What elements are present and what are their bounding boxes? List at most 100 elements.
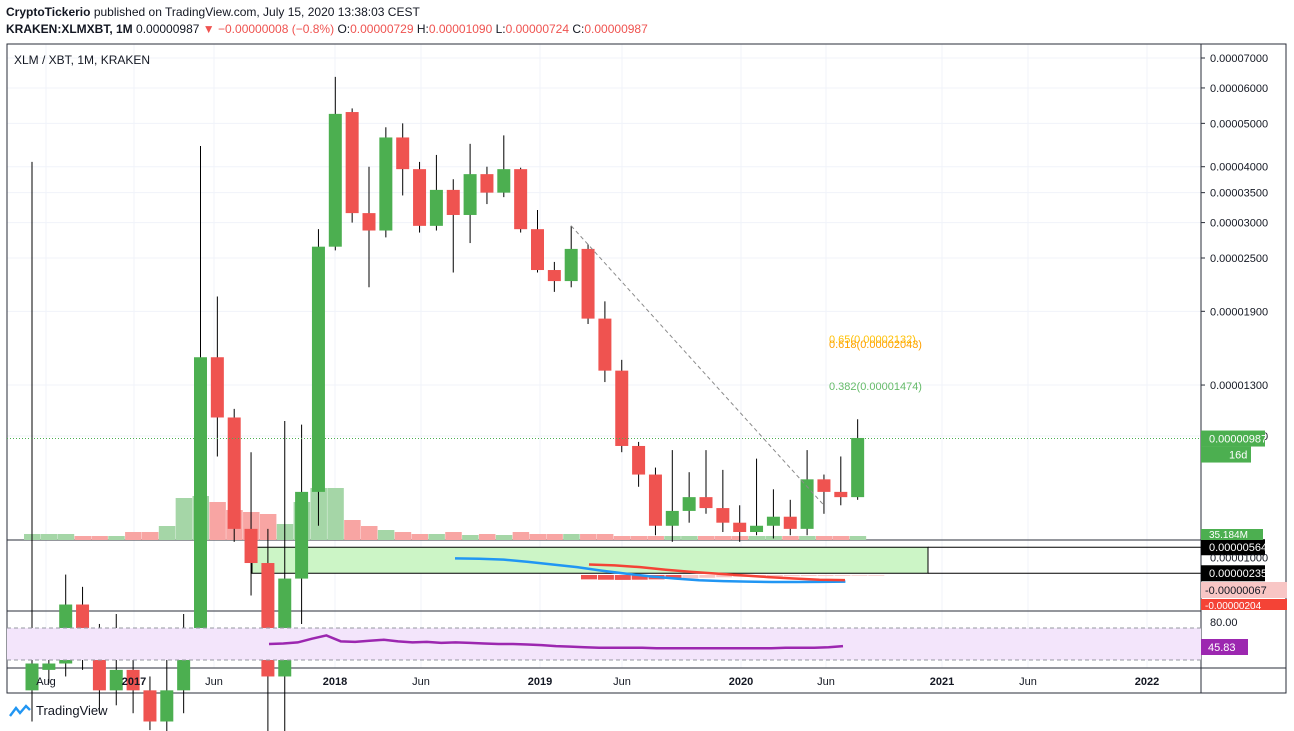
volume-bar	[91, 536, 108, 540]
rsi-band	[7, 628, 1201, 660]
volume-bar	[327, 488, 344, 540]
price-change: −0.00000008 (−0.8%)	[218, 22, 335, 36]
macd-histogram-bar	[699, 575, 716, 578]
volume-bar	[57, 534, 75, 540]
level-marker	[1201, 565, 1265, 582]
candle-body	[817, 479, 831, 492]
volume-bar	[630, 536, 648, 540]
level-marker	[1201, 539, 1265, 556]
low-label: L:	[495, 22, 506, 36]
candle-body	[783, 516, 797, 529]
chart-frame	[6, 43, 1287, 694]
price-tick-label: 0.00006000	[1210, 83, 1268, 95]
candle-body	[531, 229, 544, 271]
macd-tick-label: 0.00001000	[1210, 553, 1268, 565]
price-tick-label: 0.00003500	[1210, 188, 1268, 200]
candle-body	[514, 169, 528, 230]
volume-bar	[815, 536, 833, 540]
candle-body	[665, 510, 679, 526]
low-value: 0.00000724	[505, 22, 570, 36]
candle-body	[194, 357, 207, 640]
candle-body	[311, 246, 325, 492]
candle-body	[648, 474, 662, 526]
macd-histogram-bar	[766, 575, 783, 577]
volume-bar	[462, 535, 479, 540]
time-tick-label: Aug	[36, 676, 56, 688]
time-tick-label: Jun	[1019, 676, 1037, 688]
macd-histogram-bar	[800, 575, 817, 577]
candle-body	[160, 690, 174, 722]
volume-bar	[681, 536, 698, 540]
volume-bar	[361, 526, 378, 540]
footer-brand[interactable]: TradingView	[8, 703, 108, 718]
candle-body	[547, 270, 561, 282]
macd-histogram-bar	[834, 575, 851, 576]
candle-body	[682, 497, 696, 511]
fib-label: 0.618(0.00002043)	[829, 339, 922, 351]
volume-bar	[849, 536, 867, 540]
volume-bar	[529, 534, 546, 540]
price-tick-label: 0.00007000	[1210, 53, 1268, 65]
candle-body	[480, 174, 494, 193]
candle-body	[615, 370, 629, 446]
volume-marker	[1201, 529, 1263, 540]
signal-marker-label: -0.00000204	[1205, 601, 1262, 612]
volume-bar	[74, 536, 92, 540]
level-marker-label: 0.00000235	[1209, 568, 1267, 580]
macd-histogram-bar	[682, 575, 699, 579]
candle-body	[413, 169, 427, 226]
signal-marker	[1201, 599, 1287, 610]
volume-bar	[428, 534, 445, 540]
macd-marker	[1201, 582, 1287, 598]
volume-bar	[158, 526, 176, 540]
volume-bar	[546, 534, 563, 540]
published-text: published on TradingView.com, July 15, 2…	[93, 5, 420, 19]
price-tick-label: 0.00002500	[1210, 253, 1268, 265]
close-label: C:	[572, 22, 585, 36]
level-marker-label: 0.00000564	[1209, 542, 1267, 554]
last-price-marker	[1201, 430, 1265, 447]
candle-body	[800, 479, 814, 529]
volume-bar	[40, 534, 58, 540]
volume-bar	[613, 536, 631, 540]
fib-label: 0.65(0.00002132)	[829, 334, 916, 346]
candle-body	[328, 113, 342, 247]
time-tick-label: Jun	[817, 676, 835, 688]
volume-bar	[748, 536, 766, 540]
candle-body	[497, 169, 511, 193]
candle-body	[632, 445, 646, 475]
countdown-marker-label: 16d 13h	[1229, 450, 1269, 462]
volume-bar	[108, 536, 125, 540]
symbol-label: KRAKEN:XLMXBT, 1M	[6, 22, 133, 36]
candle-body	[564, 248, 578, 282]
candle-body	[227, 417, 241, 529]
fib-label: 0.382(0.00001474)	[829, 381, 922, 393]
open-value: 0.00000729	[350, 22, 414, 36]
time-tick-label: 2018	[323, 676, 347, 688]
volume-bar	[175, 498, 193, 540]
chart-legend-title: XLM / XBT, 1M, KRAKEN	[14, 53, 151, 67]
time-tick-label: Jun	[412, 676, 430, 688]
macd-histogram-bar	[851, 575, 868, 576]
candle-body	[143, 690, 157, 722]
candle-body	[295, 491, 309, 579]
price-tick-label: 0.00001300	[1210, 380, 1268, 392]
time-tick-label: Jun	[205, 676, 223, 688]
macd-histogram-bar	[716, 575, 733, 578]
volume-bar	[647, 536, 664, 540]
time-tick-label: 2021	[930, 676, 954, 688]
volume-bar	[344, 520, 361, 540]
candle-body	[834, 491, 848, 498]
volume-bar	[125, 532, 142, 540]
volume-bar	[478, 534, 496, 540]
author-name[interactable]: CryptoTickerio	[6, 5, 91, 19]
signal-line	[588, 563, 846, 582]
rsi-marker-label: 45.83	[1208, 642, 1236, 654]
tradingview-logo-icon	[9, 703, 31, 717]
volume-marker-label: 35.184M	[1209, 530, 1248, 541]
ohlc-header: KRAKEN:XLMXBT, 1M 0.00000987 ▼ −0.000000…	[6, 22, 648, 36]
candle-body	[766, 516, 780, 526]
candle-body	[25, 663, 39, 691]
volume-bar	[698, 536, 715, 540]
